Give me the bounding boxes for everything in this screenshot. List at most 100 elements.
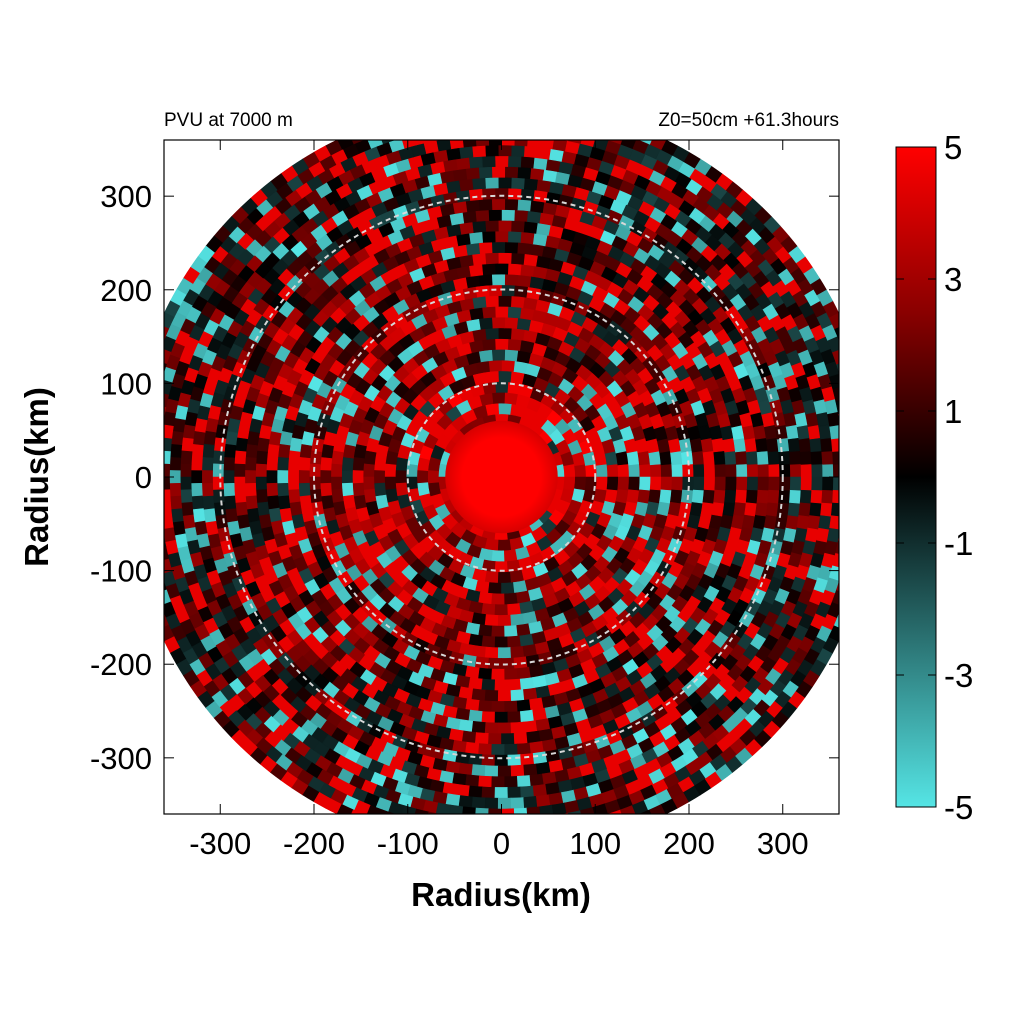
field-cell xyxy=(692,476,705,491)
field-cell xyxy=(180,437,194,453)
field-cell xyxy=(127,438,139,452)
colorbar-tick-label: -5 xyxy=(944,789,973,826)
field-cell xyxy=(584,123,599,137)
field-cell xyxy=(276,470,289,484)
field-cell xyxy=(648,450,662,466)
field-cell xyxy=(416,457,430,472)
field-cell xyxy=(854,451,865,465)
field-cell xyxy=(637,450,651,466)
field-cell xyxy=(471,645,487,659)
field-cell xyxy=(818,424,832,440)
field-cell xyxy=(424,108,439,121)
field-cell xyxy=(481,155,496,168)
field-cell xyxy=(465,665,481,679)
field-cell xyxy=(807,514,821,530)
field-cell xyxy=(842,503,854,517)
field-cell xyxy=(530,817,544,829)
field-cell xyxy=(830,502,839,517)
field-cell xyxy=(745,450,759,465)
field-cell xyxy=(190,470,203,484)
field-cell xyxy=(164,613,170,628)
field-cell xyxy=(491,700,506,713)
field-cell xyxy=(811,476,824,491)
field-cell xyxy=(395,482,409,497)
field-cell xyxy=(468,785,483,798)
field-cell xyxy=(507,635,522,648)
field-cell xyxy=(481,306,496,319)
field-cell xyxy=(449,804,464,814)
field-cell xyxy=(862,515,874,529)
field-cell xyxy=(516,274,532,288)
field-cell xyxy=(714,463,727,478)
field-cell xyxy=(462,806,477,814)
field-cell xyxy=(366,140,383,149)
field-cell xyxy=(789,476,802,491)
field-cell xyxy=(352,482,365,498)
field-cell xyxy=(864,438,876,452)
field-cell xyxy=(151,418,164,432)
field-cell xyxy=(478,624,493,637)
field-cell xyxy=(855,553,868,568)
field-cell xyxy=(170,508,184,524)
field-cell xyxy=(829,514,839,530)
field-cell xyxy=(336,140,354,151)
field-cell xyxy=(829,424,839,440)
field-cell xyxy=(468,188,483,201)
field-cell xyxy=(735,450,748,465)
field-cell xyxy=(552,836,566,849)
field-cell xyxy=(523,795,538,809)
field-cell xyxy=(508,113,521,124)
field-cell xyxy=(858,399,871,414)
colorbar-tick-label: 1 xyxy=(944,393,962,430)
field-cell xyxy=(494,262,509,275)
field-cell xyxy=(494,754,509,767)
field-cell xyxy=(484,765,499,778)
field-cell xyxy=(170,430,184,446)
field-cell xyxy=(516,242,532,255)
field-cell xyxy=(494,604,509,616)
field-cell xyxy=(852,565,866,580)
field-cell xyxy=(543,816,557,828)
field-cell xyxy=(478,775,493,788)
field-cell xyxy=(234,489,247,504)
field-cell xyxy=(837,413,839,420)
field-cell xyxy=(488,102,501,113)
colorbar: 5 3 1 -1 -3 -5 xyxy=(895,129,973,826)
field-cell xyxy=(832,386,839,402)
field-cell xyxy=(491,593,506,605)
field-cell xyxy=(169,443,183,459)
field-cell xyxy=(223,456,236,472)
field-cell xyxy=(169,482,182,498)
field-cell xyxy=(494,679,509,692)
field-cell xyxy=(224,508,239,524)
field-cell xyxy=(516,775,532,788)
field-cell xyxy=(504,316,519,329)
reference-circle-300 xyxy=(219,194,784,760)
field-cell xyxy=(469,829,483,841)
field-cell xyxy=(465,774,480,787)
field-cell xyxy=(722,501,736,517)
y-tick-label: 0 xyxy=(135,460,152,495)
field-cell xyxy=(449,104,463,116)
field-cell xyxy=(614,120,630,134)
field-cell xyxy=(179,476,192,491)
field-cell xyxy=(394,140,396,141)
field-cell xyxy=(523,720,538,734)
field-cell xyxy=(767,450,780,465)
field-cell xyxy=(478,166,493,179)
field-cell xyxy=(571,120,586,133)
field-cell xyxy=(757,463,770,478)
field-cell xyxy=(465,124,479,136)
field-cell xyxy=(180,501,194,517)
field-cell xyxy=(532,157,548,171)
field-cell xyxy=(255,489,268,504)
field-cell xyxy=(455,783,471,797)
field-cell xyxy=(733,501,747,517)
field-cell xyxy=(398,113,413,127)
field-cell xyxy=(362,476,375,491)
y-axis-ticks: 300 200 100 0 -100 -200 -300 xyxy=(90,179,839,776)
field-cell xyxy=(835,539,839,554)
field-cell xyxy=(831,349,839,365)
field-cell xyxy=(821,489,834,504)
field-cell xyxy=(660,463,673,478)
